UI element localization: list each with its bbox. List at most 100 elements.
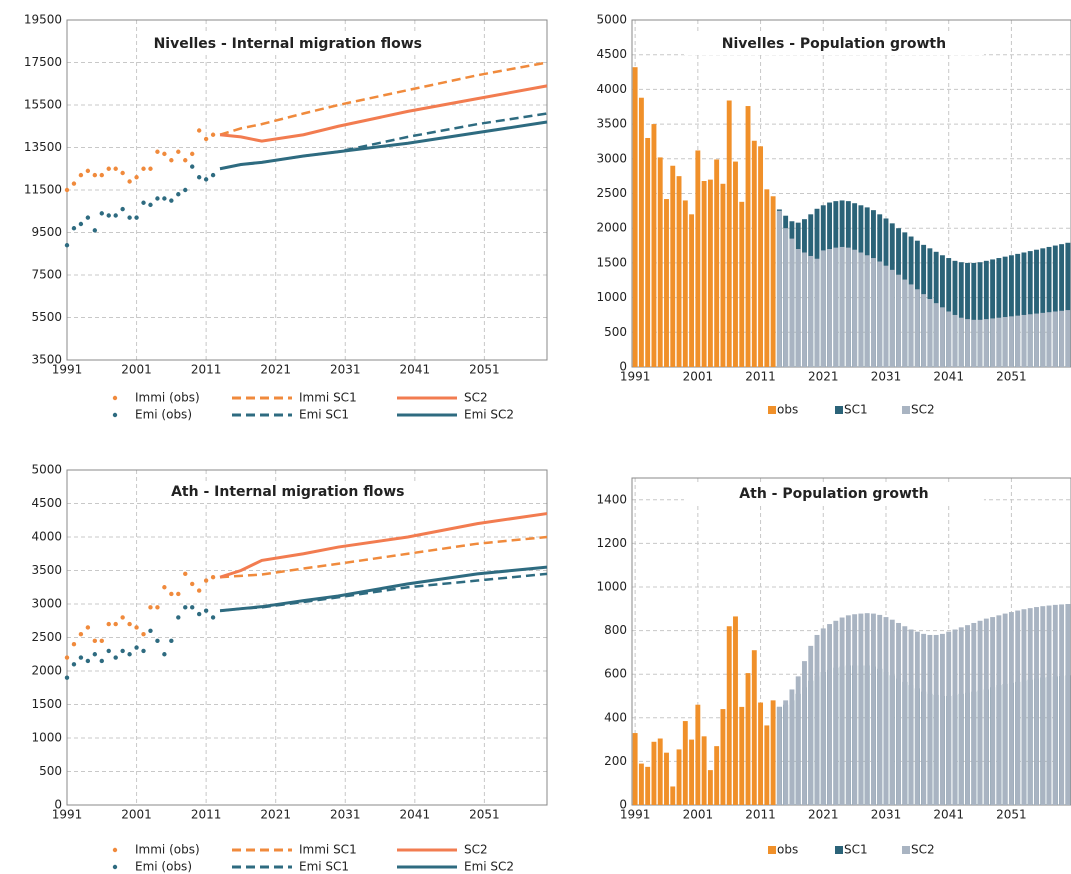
bar — [733, 616, 738, 805]
bar — [1059, 310, 1065, 367]
data-point — [210, 132, 216, 137]
bar — [714, 159, 720, 367]
x-tick-label: 2031 — [330, 363, 361, 377]
data-point — [106, 213, 111, 218]
legend-label: Immi (obs) — [135, 843, 200, 857]
y-tick-label: 13500 — [24, 140, 62, 154]
bar — [1052, 604, 1058, 805]
y-tick-label: 3500 — [31, 563, 62, 577]
legend-label: SC1 — [844, 843, 868, 857]
bar — [645, 766, 651, 805]
y-tick-label: 5000 — [31, 463, 62, 477]
x-tick-label: 2041 — [400, 363, 431, 377]
bar — [682, 721, 688, 805]
bar — [758, 702, 764, 805]
data-point — [148, 202, 153, 208]
legend-label: Immi (obs) — [135, 391, 200, 405]
bar — [1040, 312, 1046, 367]
bar — [670, 165, 676, 367]
y-tick-label: 17500 — [24, 55, 62, 69]
bar — [745, 106, 751, 367]
data-line — [219, 512, 548, 579]
plot-frame — [631, 477, 1071, 806]
bar — [839, 246, 845, 367]
bar — [720, 709, 726, 805]
x-tick-label: 1991 — [620, 370, 651, 384]
data-point — [134, 645, 139, 650]
bar — [977, 319, 983, 367]
data-point — [203, 177, 209, 182]
bar — [1040, 606, 1046, 805]
bar — [1052, 245, 1058, 367]
data-point — [190, 581, 195, 587]
legend-marker — [768, 406, 776, 414]
bar — [852, 614, 858, 805]
bar — [1027, 251, 1033, 367]
chart-panel: 3500 5500 7500 9500 11500 13500 15500 17500 1950… — [24, 13, 548, 422]
data-point — [183, 158, 188, 163]
bar — [1046, 246, 1052, 367]
bar — [1021, 252, 1027, 367]
data-point — [113, 166, 118, 171]
title-bg — [137, 33, 438, 55]
x-tick-label: 2001 — [683, 808, 714, 822]
legend-label: SC2 — [911, 403, 935, 417]
data-point — [113, 621, 118, 627]
bar — [707, 770, 713, 805]
data-point — [64, 675, 70, 680]
data-point — [176, 591, 181, 597]
y-tick-label: 200 — [604, 754, 627, 768]
plot-frame — [66, 469, 548, 806]
bar — [758, 146, 764, 367]
bar — [1065, 604, 1071, 805]
bar — [657, 738, 663, 805]
bar — [845, 615, 851, 805]
data-point — [92, 172, 98, 178]
y-tick-label: 11500 — [24, 183, 62, 197]
bar — [990, 617, 996, 805]
bar — [739, 706, 745, 805]
x-tick-label: 2051 — [469, 808, 500, 822]
bar — [946, 311, 952, 367]
bar — [701, 181, 707, 367]
y-tick-label: 5500 — [31, 310, 62, 324]
y-tick-label: 400 — [604, 710, 627, 724]
data-point — [196, 588, 202, 593]
title-bg — [137, 481, 438, 503]
bar — [902, 626, 908, 805]
chart-title: Nivelles - Internal migration flows — [154, 36, 422, 52]
data-point — [134, 625, 139, 630]
y-tick-label: 1000 — [31, 731, 62, 745]
bar — [795, 676, 801, 805]
data-point — [113, 213, 118, 218]
data-point — [190, 151, 195, 157]
bar — [996, 258, 1002, 367]
bar — [927, 298, 933, 367]
data-point — [169, 638, 174, 644]
bar — [701, 736, 707, 805]
x-tick-label: 2001 — [121, 363, 152, 377]
data-point — [148, 628, 153, 633]
bar — [664, 199, 669, 367]
bar — [921, 294, 927, 367]
bar — [827, 249, 832, 367]
legend-label: Emi (obs) — [135, 860, 192, 874]
bar — [896, 274, 901, 367]
data-point — [190, 605, 195, 610]
data-point — [176, 149, 181, 154]
bar — [971, 622, 977, 805]
bar — [1034, 249, 1039, 367]
bar — [808, 645, 814, 805]
bar — [983, 260, 989, 367]
chart-panel: 0 500 1000 1500 2000 2500 3000 3500 4000 4500 5000… — [31, 463, 548, 874]
bar — [645, 137, 651, 367]
bar — [814, 634, 820, 805]
chart-title: Ath - Internal migration flows — [171, 484, 404, 500]
data-point — [183, 187, 188, 193]
legend-label: SC2 — [464, 391, 488, 405]
bar — [852, 249, 858, 367]
data-point — [85, 168, 91, 174]
bar — [733, 161, 738, 367]
data-point — [141, 200, 146, 205]
bar — [1065, 310, 1071, 367]
